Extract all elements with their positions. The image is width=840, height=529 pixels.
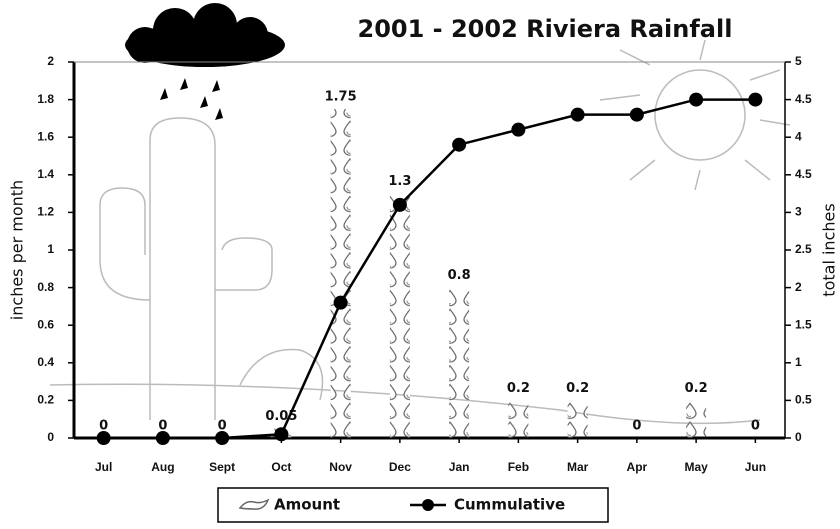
legend-label: Amount xyxy=(274,496,340,514)
y2-tick-label: 3 xyxy=(795,205,802,219)
y2-axis-title: total inches xyxy=(820,203,839,296)
value-label: 0 xyxy=(751,419,760,434)
y-tick-label: 2 xyxy=(47,54,54,68)
x-tick-label: Mar xyxy=(567,460,589,474)
line-marker xyxy=(156,431,170,445)
y-tick-label: 0.6 xyxy=(37,317,54,331)
y2-tick-label: 4.5 xyxy=(795,92,812,106)
y2-tick-label: 2 xyxy=(795,280,802,294)
value-label: 0.2 xyxy=(507,381,530,396)
bar xyxy=(390,194,410,438)
y2-tick-label: 1.5 xyxy=(795,317,812,331)
line-marker xyxy=(393,198,407,212)
y-tick-label: 1.4 xyxy=(37,167,54,181)
bar xyxy=(508,400,528,438)
y2-tick-label: 0 xyxy=(795,430,802,444)
x-tick-label: Jun xyxy=(745,460,766,474)
x-tick-label: Sept xyxy=(209,460,235,474)
value-label: 0.2 xyxy=(566,381,589,396)
line-marker xyxy=(97,431,111,445)
y-axis-title: inches per month xyxy=(8,180,27,320)
line-marker xyxy=(748,93,762,107)
chart: 2001 - 2002 Riviera Rainfall inches per … xyxy=(0,0,840,529)
line-marker xyxy=(334,296,348,310)
line xyxy=(104,100,756,438)
legend-label: Cummulative xyxy=(454,496,565,514)
x-tick-label: Feb xyxy=(508,460,529,474)
x-tick-label: Dec xyxy=(389,460,411,474)
y2-tick-label: 2.5 xyxy=(795,242,812,256)
y2-tick-label: 5 xyxy=(795,54,802,68)
x-tick-label: Nov xyxy=(329,460,352,474)
x-tick-label: Jul xyxy=(95,460,112,474)
x-tick-label: Apr xyxy=(627,460,648,474)
y2-tick-label: 4.5 xyxy=(795,167,812,181)
line-marker xyxy=(689,93,703,107)
value-label: 0.2 xyxy=(685,381,708,396)
value-label: 0 xyxy=(632,419,641,434)
y-tick-label: 0.2 xyxy=(37,393,54,407)
y-tick-label: 0.8 xyxy=(37,280,54,294)
y2-tick-label: 4 xyxy=(795,129,802,143)
x-tick-label: Aug xyxy=(151,460,174,474)
x-tick-label: Oct xyxy=(271,460,291,474)
y2-tick-label: 1 xyxy=(795,355,802,369)
line-marker xyxy=(511,123,525,137)
x-tick-label: May xyxy=(684,460,708,474)
legend-marker xyxy=(422,499,434,511)
y-tick-label: 0.4 xyxy=(37,355,54,369)
y-tick-label: 1.2 xyxy=(37,205,54,219)
line-marker xyxy=(452,138,466,152)
value-label: 0.8 xyxy=(448,268,471,283)
y-tick-label: 1.8 xyxy=(37,92,54,106)
bar xyxy=(331,109,351,438)
chart-title: 2001 - 2002 Riviera Rainfall xyxy=(358,15,733,43)
line-marker xyxy=(630,108,644,122)
line-marker xyxy=(274,427,288,441)
x-tick-label: Jan xyxy=(449,460,470,474)
y-tick-label: 1 xyxy=(47,242,54,256)
line-marker xyxy=(571,108,585,122)
line-marker xyxy=(215,431,229,445)
decoration xyxy=(50,40,790,423)
y2-tick-label: 0.5 xyxy=(795,393,812,407)
value-label: 1.3 xyxy=(388,174,411,189)
value-label: 1.75 xyxy=(325,90,357,105)
bar xyxy=(568,400,588,438)
y-tick-label: 1.6 xyxy=(37,129,54,143)
y-tick-label: 0 xyxy=(47,430,54,444)
bar xyxy=(686,400,706,438)
bar xyxy=(449,288,469,438)
